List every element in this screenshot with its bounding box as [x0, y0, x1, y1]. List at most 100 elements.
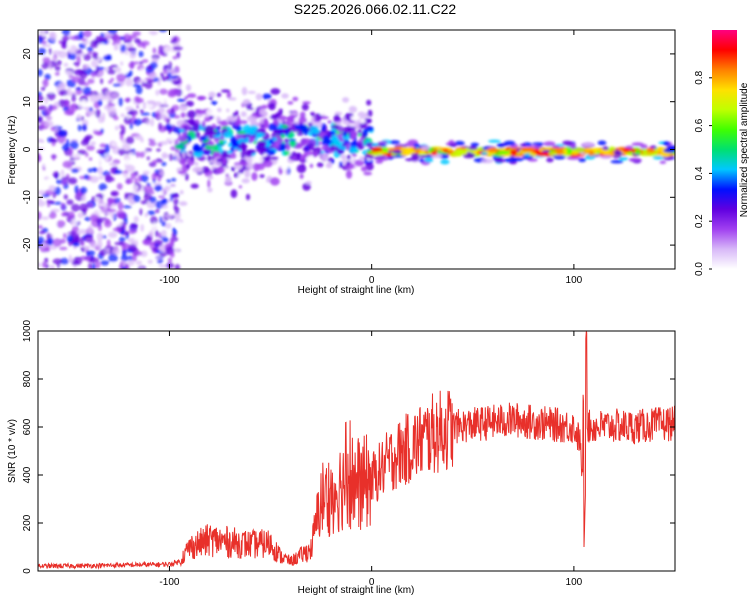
heatmap-cell [309, 171, 316, 177]
heatmap-x-tick-label: 0 [369, 275, 375, 286]
heatmap-cell [144, 81, 153, 89]
heatmap-cell [150, 216, 158, 225]
heatmap-cell [221, 120, 229, 128]
heatmap-cell [246, 107, 255, 111]
heatmap-cell [245, 136, 250, 144]
heatmap-cell [295, 152, 302, 157]
heatmap-cell [38, 106, 43, 111]
heatmap-cell [346, 161, 350, 167]
heatmap-cell [365, 126, 374, 132]
heatmap-cell [173, 244, 181, 253]
heatmap-cell [133, 216, 139, 223]
heatmap-cell [652, 155, 666, 160]
heatmap-cell [64, 110, 75, 116]
heatmap-cell [166, 179, 171, 184]
heatmap-cell [44, 257, 49, 264]
heatmap-cell [69, 140, 79, 150]
heatmap-cell [128, 227, 137, 235]
heatmap-cell [158, 30, 168, 33]
heatmap-cell [112, 227, 122, 232]
heatmap-cell [268, 102, 276, 111]
heatmap-cell [87, 78, 95, 84]
heatmap-cell [54, 65, 61, 71]
heatmap-cell [342, 131, 347, 137]
heatmap-cell [264, 155, 271, 162]
heatmap-cell [132, 254, 138, 262]
heatmap-cell [38, 230, 46, 235]
heatmap-cell [110, 191, 119, 197]
heatmap-cell [140, 224, 145, 232]
heatmap-cell [78, 229, 88, 235]
heatmap-cell [38, 236, 45, 245]
heatmap-y-ticks: -20 -10 0 10 20 [22, 48, 675, 252]
heatmap-cell [151, 133, 155, 140]
heatmap-cell [543, 141, 556, 147]
heatmap-cell [610, 159, 624, 164]
heatmap-cell [42, 78, 49, 88]
heatmap-cell [128, 152, 135, 159]
heatmap-cell [97, 43, 106, 47]
heatmap-marks [38, 30, 675, 269]
heatmap-cell [71, 161, 76, 165]
heatmap-cell [246, 115, 257, 122]
heatmap-cell [74, 185, 79, 194]
heatmap-cell [262, 93, 272, 100]
heatmap-cell [161, 76, 170, 82]
heatmap-cell [281, 124, 288, 129]
colorbar-ticks: 0.0 0.2 0.4 0.6 0.8 [694, 70, 712, 276]
heatmap-cell [138, 61, 144, 65]
snr-x-tick-label: -100 [159, 577, 179, 588]
heatmap-cell [41, 30, 46, 37]
heatmap-cell [185, 163, 191, 169]
heatmap-cell [255, 93, 263, 101]
heatmap-cell [82, 86, 92, 95]
heatmap-cell [160, 72, 165, 78]
heatmap-cell [126, 115, 131, 119]
heatmap-cell [110, 77, 115, 82]
heatmap-cell [646, 149, 656, 153]
heatmap-cell [270, 88, 281, 95]
heatmap-cell [442, 148, 449, 153]
heatmap-cell [305, 155, 315, 164]
heatmap-cell [90, 39, 99, 48]
heatmap-cell [95, 260, 101, 269]
heatmap-cell [270, 177, 280, 186]
heatmap-cell [47, 88, 55, 94]
heatmap-cell [153, 36, 158, 43]
heatmap-cell [86, 250, 96, 256]
heatmap-cell [135, 260, 143, 266]
heatmap-cell [68, 132, 73, 137]
heatmap-cell [124, 217, 128, 225]
heatmap-cell [206, 108, 216, 116]
colorbar: 0.0 0.2 0.4 0.6 0.8 Normalized spectral ampl… [694, 30, 750, 276]
heatmap-cell [69, 35, 80, 41]
heatmap-cell [164, 124, 173, 131]
heatmap-cell [121, 249, 127, 257]
heatmap-cell [171, 185, 175, 193]
heatmap-cell [151, 111, 157, 118]
heatmap-x-ticks: -100 0 100 [159, 30, 583, 286]
heatmap-cell [494, 158, 505, 164]
heatmap-cell [262, 110, 268, 117]
heatmap-cell [105, 175, 114, 183]
heatmap-cell [631, 142, 644, 147]
heatmap-cell [222, 157, 226, 165]
heatmap-cell [116, 73, 126, 82]
heatmap-cell [140, 200, 148, 205]
heatmap-cell [98, 175, 104, 180]
heatmap-cell [146, 120, 150, 126]
heatmap-cell [48, 47, 52, 55]
heatmap-cell [103, 217, 107, 221]
heatmap-cell [130, 222, 139, 229]
heatmap-cell [103, 47, 107, 52]
heatmap-cell [255, 157, 264, 163]
heatmap-cell [259, 174, 265, 178]
heatmap-cell [151, 173, 157, 181]
heatmap-x-tick-label: 100 [566, 275, 583, 286]
heatmap-cell [194, 150, 204, 158]
heatmap-cell [89, 214, 99, 222]
heatmap-cell [321, 145, 331, 151]
heatmap-cell [139, 67, 144, 76]
heatmap-cell [380, 140, 388, 145]
heatmap-cell [47, 237, 54, 246]
